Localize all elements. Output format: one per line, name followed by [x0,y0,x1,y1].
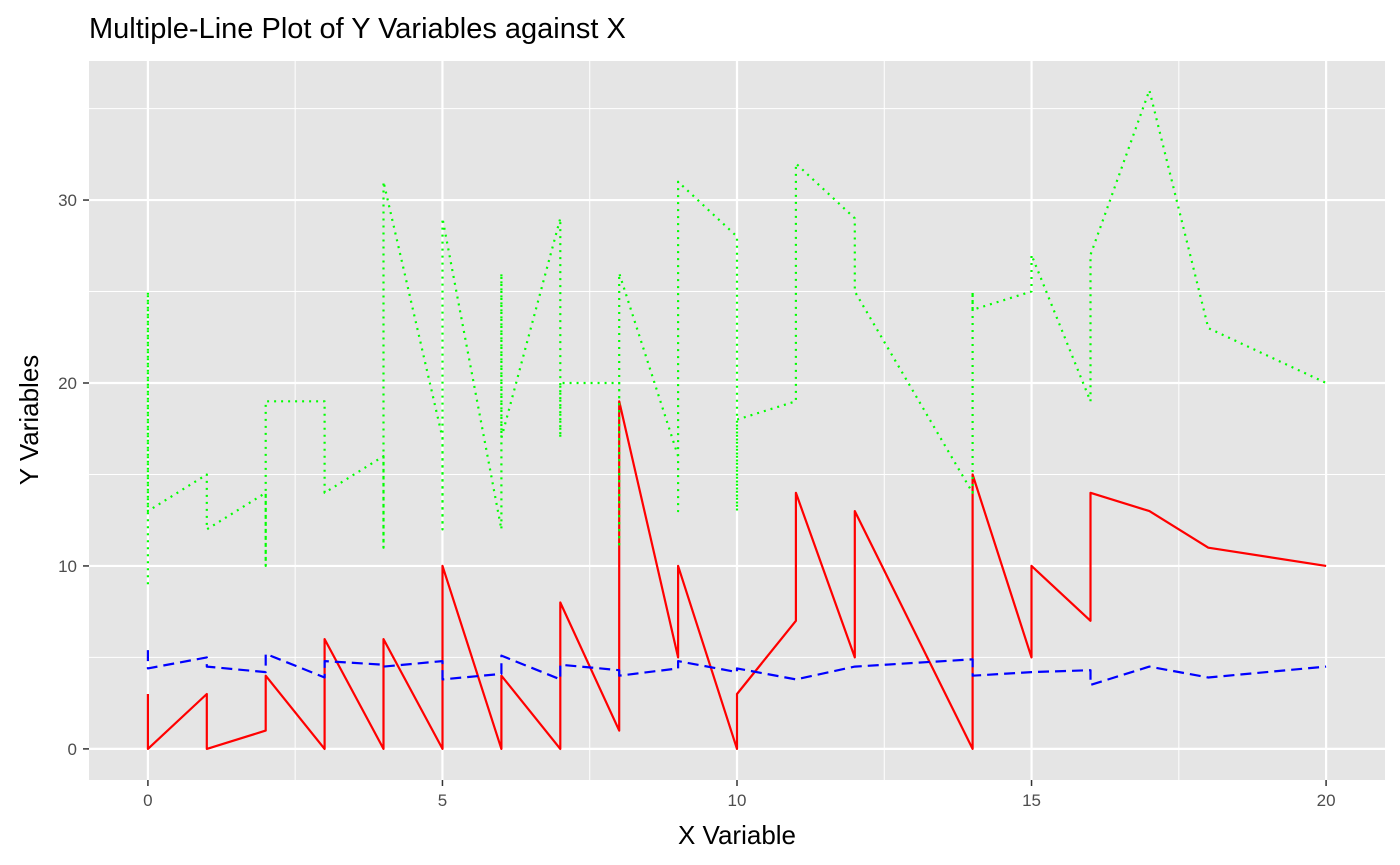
x-tick-label: 15 [1022,791,1041,810]
y-tick-label: 10 [58,557,77,576]
x-axis-title: X Variable [678,820,796,850]
x-tick-label: 0 [143,791,152,810]
y-tick-label: 20 [58,374,77,393]
y-axis-title: Y Variables [14,355,44,486]
y-axis: 0 10 20 30 [58,191,89,759]
series-layer [146,89,1327,751]
x-tick-label: 20 [1317,791,1336,810]
series-line-1 [146,400,1327,751]
y-tick-label: 0 [68,740,77,759]
series-line-2 [146,650,1327,687]
chart-title: Multiple-Line Plot of Y Variables agains… [89,13,626,45]
x-tick-label: 5 [438,791,447,810]
series-line-3 [146,89,1327,585]
y-tick-label: 30 [58,191,77,210]
x-tick-label: 10 [728,791,747,810]
x-axis: 0 5 10 15 20 [143,780,1336,810]
